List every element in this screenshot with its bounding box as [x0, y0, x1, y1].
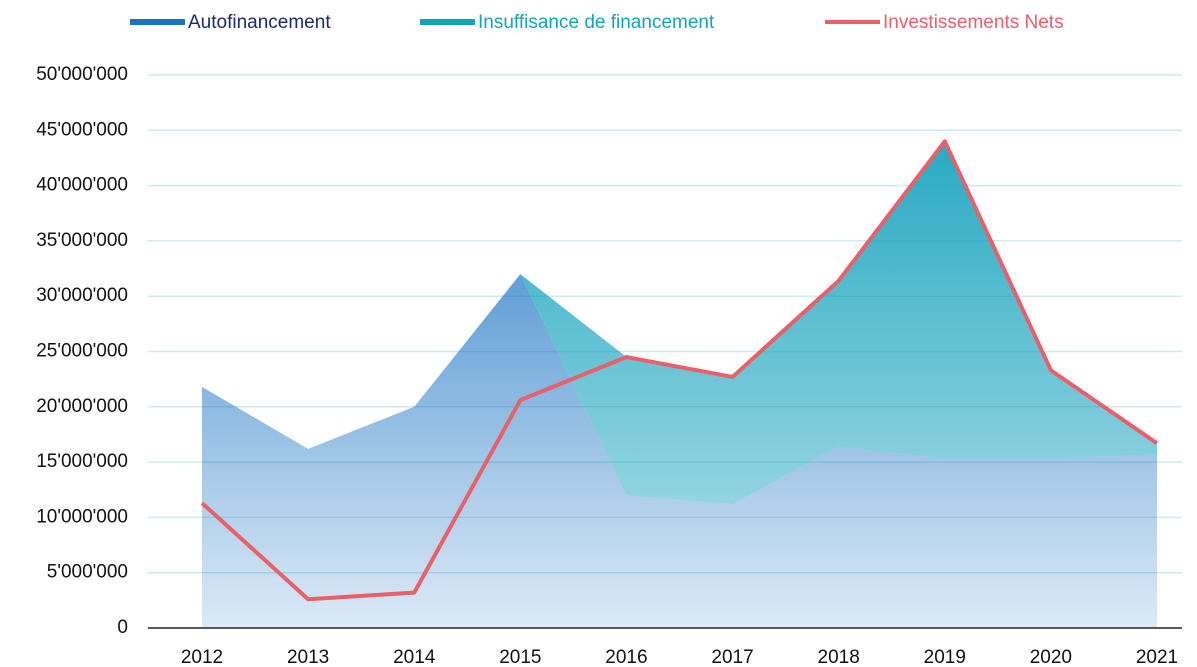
x-tick-label: 2015: [499, 647, 541, 667]
y-tick-label: 15'000'000: [36, 451, 128, 472]
x-tick-label: 2021: [1136, 647, 1178, 667]
y-tick-label: 20'000'000: [36, 396, 128, 417]
x-tick-label: 2012: [181, 647, 223, 667]
area: [202, 141, 1157, 505]
y-tick-label: 25'000'000: [36, 341, 128, 362]
y-tick-label: 35'000'000: [36, 230, 128, 251]
x-tick-label: 2016: [605, 647, 647, 667]
area: [202, 274, 1157, 628]
y-tick-label: 10'000'000: [36, 506, 128, 527]
legend-label: Insuffisance de financement: [478, 12, 715, 33]
x-tick-label: 2020: [1030, 647, 1072, 667]
line: [200, 139, 1159, 602]
x-tick-label: 2017: [711, 647, 753, 667]
y-tick-label: 40'000'000: [36, 175, 128, 196]
legend-label: Autofinancement: [188, 12, 331, 33]
y-tick-label: 50'000'000: [36, 64, 128, 85]
x-tick-label: 2014: [393, 647, 436, 667]
legend-swatch: [420, 19, 475, 25]
legend-label: Investissements Nets: [883, 12, 1064, 33]
y-tick-label: 0: [117, 617, 128, 638]
y-tick-label: 5'000'000: [47, 562, 128, 583]
y-tick-label: 45'000'000: [36, 119, 128, 140]
x-tick-label: 2013: [287, 647, 329, 667]
x-tick-label: 2019: [924, 647, 966, 667]
legend-swatch: [130, 19, 185, 25]
y-tick-label: 30'000'000: [36, 285, 128, 306]
x-tick-label: 2018: [818, 647, 860, 667]
